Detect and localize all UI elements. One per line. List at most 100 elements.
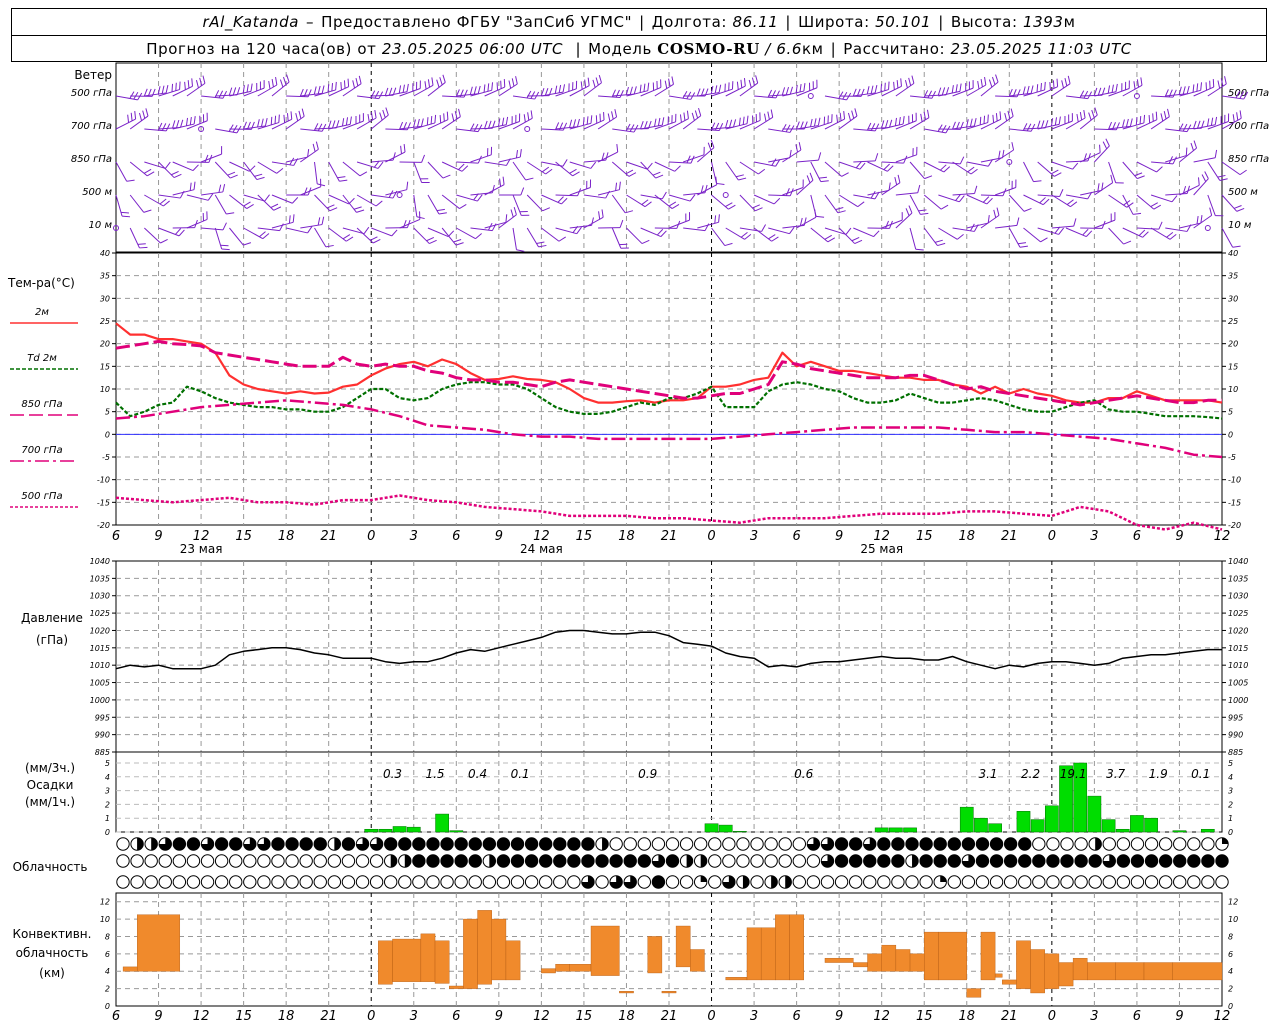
wind-barb-flag (1016, 217, 1020, 226)
wind-level-label: 500 гПа (71, 88, 112, 99)
wind-barb-flag (689, 194, 696, 202)
wind-barb-flag (427, 79, 431, 88)
wind-barb-flag (426, 117, 429, 126)
wind-barb-flag (905, 208, 910, 216)
temperature-hour-label: 9 (154, 529, 162, 544)
wind-barb-icon (711, 227, 733, 247)
wind-barb-icon (1122, 161, 1145, 180)
cloud-cover-icon (116, 875, 130, 889)
wind-barb-icon (243, 227, 270, 240)
cloud-cover-circle (257, 875, 271, 889)
wind-barb-shaft (583, 159, 606, 163)
wind-barb-icon (371, 152, 396, 163)
cloud-cover-fill (934, 837, 947, 851)
cloud-cover-icon (412, 854, 426, 868)
wind-barb-icon (895, 184, 921, 196)
wind-barb-flag (1033, 180, 1042, 183)
cloud-cover-icon (961, 854, 976, 868)
temperature-hour-label: 0 (1048, 529, 1056, 544)
wind-barb-flag (615, 182, 618, 191)
cloud-cover-icon (693, 875, 708, 889)
wind-barb-icon (356, 227, 381, 244)
cloud-cover-icon (1158, 875, 1173, 889)
wind-barb-flag (640, 121, 644, 129)
wind-barb-flag (1136, 79, 1140, 88)
wind-barb-flag (1040, 237, 1048, 243)
wind-barb-flag (1158, 221, 1163, 230)
cloud-cover-icon (454, 854, 468, 868)
wind-barb-icon (1008, 194, 1032, 212)
wind-barb-flag (881, 120, 885, 129)
wind-barb-flag (403, 144, 406, 153)
wind-barb-icon (739, 224, 767, 232)
wind-barb-flag (192, 164, 199, 171)
wind-barb-shaft (314, 227, 327, 248)
wind-barb-shaft (966, 222, 989, 229)
wind-barb-flag (513, 206, 517, 215)
cloud-cover-fill (990, 854, 1003, 868)
cloud-cover-icon (510, 854, 525, 868)
cloud-cover-fill (454, 837, 468, 851)
wind-barb-flag (683, 112, 686, 121)
precip-bar (1059, 765, 1073, 833)
pressure-unit: (гПа) (36, 633, 68, 647)
wind-barb-icon (144, 161, 171, 169)
convective-bar (690, 949, 705, 972)
wind-barb-flag (1206, 118, 1210, 127)
wind-barb-flag (353, 206, 362, 210)
wind-barb-icon (683, 184, 708, 196)
cloud-cover-circle (1144, 875, 1159, 889)
station-name: rAl_Katanda (202, 13, 299, 31)
temperature-series-line (115, 399, 1223, 459)
wind-barb-flag (527, 112, 530, 121)
temperature-hour-label: 12 (533, 529, 550, 544)
precip-total-label: 0.3 (383, 767, 402, 781)
wind-barb-flag (286, 113, 289, 122)
temperature-hour-label: 6 (1133, 529, 1141, 544)
wind-barb-shaft (257, 161, 277, 174)
wind-barb-flag (463, 89, 468, 98)
precip-bar (733, 831, 747, 833)
wind-barb-flag (920, 113, 923, 122)
wind-barb-icon (1065, 90, 1093, 100)
wind-barb-flag (619, 219, 624, 228)
wind-barb-shaft (115, 194, 123, 217)
wind-barb-shaft (909, 227, 917, 250)
wind-barb-icon (952, 223, 979, 232)
wind-barb-flag (835, 207, 844, 211)
wind-barb-icon (938, 83, 962, 97)
wind-barb-icon (668, 194, 696, 202)
wind-barb-flag (484, 120, 488, 129)
convective-bar (1044, 953, 1060, 989)
precip-title: Осадки (27, 778, 74, 792)
wind-barb-flag (1041, 120, 1045, 129)
cloud-cover-icon (116, 854, 130, 868)
wind-barb-flag (1219, 178, 1228, 181)
wind-barb-icon (314, 81, 337, 97)
wind-barb-icon (172, 181, 196, 196)
wind-barb-flag (1172, 89, 1177, 98)
cloud-cover-icon (905, 854, 919, 868)
wind-barb-flag (134, 111, 137, 120)
wind-barb-icon (541, 84, 566, 97)
wind-barb-flag (458, 163, 465, 170)
cloud-cover-icon (369, 837, 384, 851)
wind-barb-flag (303, 187, 308, 196)
wind-barb-flag (1193, 120, 1197, 129)
cloud-cover-circle (200, 854, 215, 868)
wind-barb-flag (796, 121, 800, 130)
convective-hour-label: 3 (1090, 1009, 1098, 1024)
wind-barb-icon (810, 114, 833, 130)
temperature-tick-label: 25 (1228, 317, 1238, 326)
wind-barb-flag (940, 204, 949, 210)
wind-barb-icon (994, 179, 1017, 196)
cloud-cover-icon (567, 875, 581, 889)
wind-barb-shaft (683, 227, 706, 232)
cloud-cover-icon (398, 837, 412, 851)
wind-barb-flag (321, 85, 325, 94)
convective-hour-label: 6 (792, 1009, 800, 1024)
wind-barb-flag (147, 171, 155, 177)
cloud-cover-icon (1173, 875, 1187, 889)
cloud-cover-icon (327, 875, 342, 889)
wind-barb-icon (909, 227, 924, 251)
